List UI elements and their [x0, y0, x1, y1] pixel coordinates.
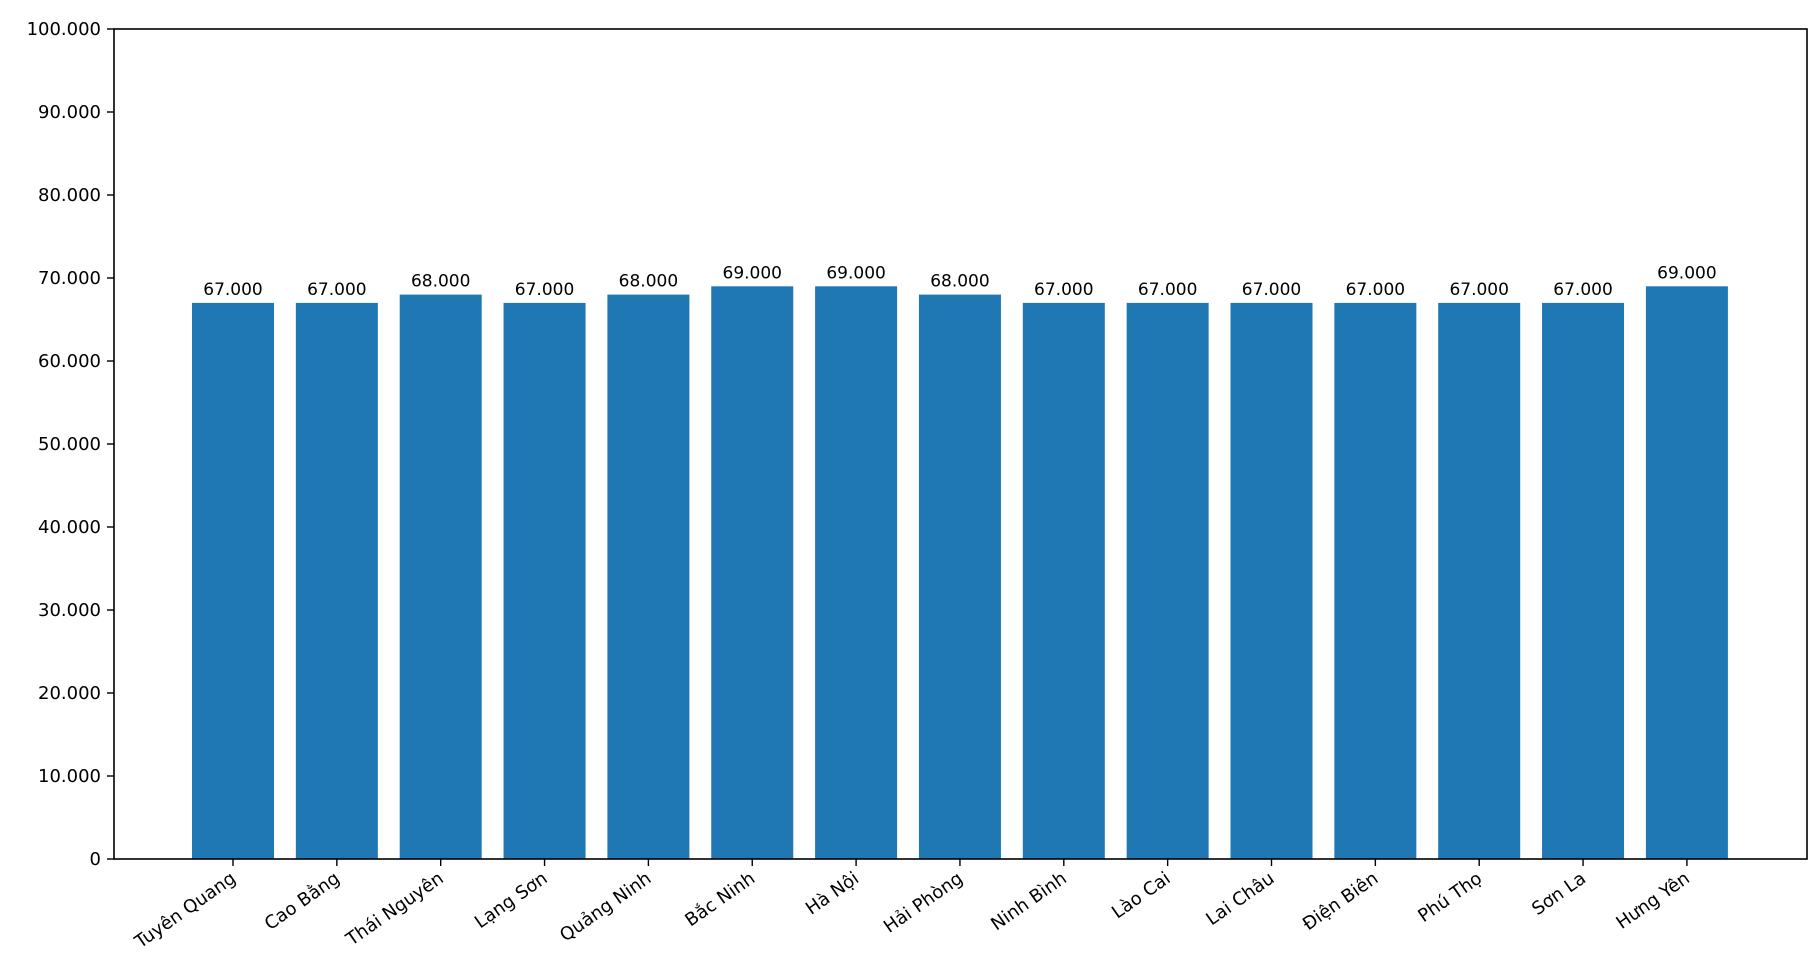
bar-value-label: 67.000: [203, 280, 262, 300]
y-tick-label: 0: [90, 849, 101, 870]
bar-9: [1022, 302, 1105, 859]
bar-8: [918, 294, 1001, 860]
bar-value-label: 67.000: [1449, 280, 1508, 300]
x-tick-label: Lai Châu: [1202, 868, 1278, 930]
y-tick-label: 70.000: [38, 268, 101, 289]
y-tick-label: 60.000: [38, 351, 101, 372]
bar-value-label: 69.000: [723, 263, 782, 283]
x-tick-label: Cao Bằng: [261, 868, 344, 935]
y-tick-label: 10.000: [38, 766, 101, 787]
bar-value-label: 67.000: [1138, 280, 1197, 300]
bar-value-label: 67.000: [1346, 280, 1405, 300]
bar-value-label: 69.000: [826, 263, 885, 283]
bar-12: [1334, 302, 1417, 859]
bar-10: [1126, 302, 1209, 859]
x-tick-label: Hà Nội: [802, 868, 863, 919]
y-tick-label: 90.000: [38, 102, 101, 123]
bar-2: [295, 302, 378, 859]
bar-value-label: 67.000: [1242, 280, 1301, 300]
bar-7: [815, 286, 898, 859]
x-tick-label: Bắc Ninh: [681, 868, 759, 931]
y-tick-label: 100.000: [27, 19, 101, 40]
x-tick-label: Hưng Yên: [1612, 868, 1693, 934]
x-tick-label: Ninh Bình: [987, 868, 1070, 935]
plot-frame: [113, 28, 1808, 860]
bar-value-label: 68.000: [411, 272, 470, 292]
bar-13: [1438, 302, 1521, 859]
y-tick-label: 20.000: [38, 683, 101, 704]
x-tick-label: Lào Cai: [1108, 868, 1174, 923]
bar-6: [711, 286, 794, 859]
value-labels-layer: 67.000 67.000 68.000 67.000 68.000 69.000 69.0…: [203, 263, 1716, 300]
x-tick-label: Hải Phòng: [880, 868, 967, 938]
bar-1: [192, 302, 274, 859]
bar-value-label: 68.000: [930, 272, 989, 292]
y-tick-label: 30.000: [38, 600, 101, 621]
y-tick-label: 80.000: [38, 185, 101, 206]
bar-11: [1230, 302, 1313, 859]
bars-layer: [192, 286, 1728, 860]
bar-5: [607, 294, 690, 860]
bar-value-label: 67.000: [1034, 280, 1093, 300]
bar-value-label: 68.000: [619, 272, 678, 292]
x-tick-label: Sơn La: [1528, 868, 1590, 920]
bar-4: [503, 302, 586, 859]
x-tick-label: Thái Nguyên: [342, 868, 448, 951]
bar-14: [1542, 302, 1625, 859]
bar-value-label: 67.000: [307, 280, 366, 300]
bar-value-label: 67.000: [1553, 280, 1612, 300]
x-tick-label: Điện Biên: [1299, 868, 1382, 935]
bar-3: [399, 294, 482, 860]
bar-value-label: 69.000: [1657, 263, 1716, 283]
bar-value-label: 67.000: [515, 280, 574, 300]
bar-15: [1645, 286, 1728, 859]
x-tick-label: Quảng Ninh: [556, 868, 655, 946]
x-tick-label: Phú Thọ: [1414, 868, 1486, 927]
y-tick-label: 50.000: [38, 434, 101, 455]
x-tick-label: Lạng Sơn: [471, 868, 551, 933]
x-tick-label: Tuyên Quang: [130, 868, 239, 953]
y-tick-label: 40.000: [38, 517, 101, 538]
y-axis: 0 10.000 20.000 30.000 40.000 50.000 60.000 70.…: [27, 19, 114, 870]
